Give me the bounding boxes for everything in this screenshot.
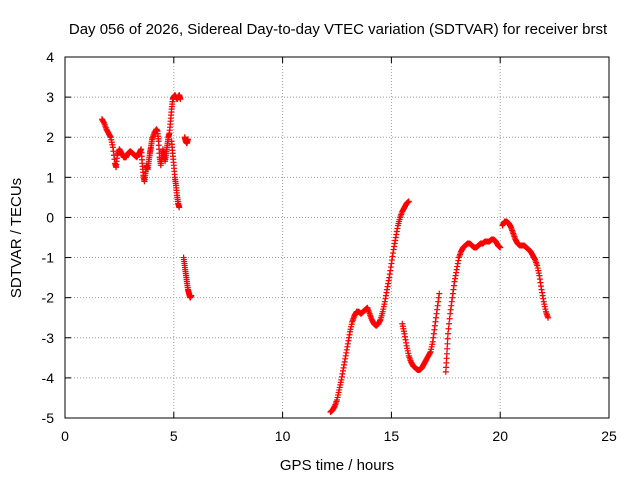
data-point (446, 315, 453, 322)
data-point (187, 293, 194, 300)
data-point (444, 345, 451, 352)
y-tick-labels: -5 -4 -3 -2 -1 0 1 2 3 4 (42, 49, 55, 426)
plot-frame (64, 56, 610, 419)
x-tick-label: 5 (170, 428, 178, 444)
data-point (542, 306, 549, 313)
data-point (405, 198, 412, 205)
data-point (429, 341, 436, 348)
data-point (453, 269, 460, 276)
data-point (390, 250, 397, 257)
y-axis-label: SDTVAR / TECUs (8, 178, 25, 298)
data-point (107, 133, 114, 140)
y-tick-label: -3 (42, 330, 55, 346)
data-point (535, 270, 542, 277)
data-point (448, 298, 455, 305)
data-point (339, 367, 346, 374)
data-point (405, 350, 412, 357)
y-tick-label: 1 (46, 169, 54, 185)
y-tick-label: 2 (46, 129, 54, 145)
data-point (400, 328, 407, 335)
y-tick-label: -1 (42, 250, 55, 266)
data-point (445, 325, 452, 332)
y-tick-label: -4 (42, 370, 55, 386)
data-point (383, 289, 390, 296)
data-point (387, 264, 394, 271)
x-tick-labels: 0 5 10 15 20 25 (61, 428, 617, 444)
data-point (538, 283, 544, 290)
grid-lines (65, 57, 609, 418)
data-point (444, 335, 451, 342)
data-point (138, 156, 145, 163)
data-point (544, 313, 551, 320)
data-point (396, 216, 403, 223)
data-point (394, 225, 401, 232)
data-point (177, 95, 184, 102)
data-point (379, 310, 386, 317)
data-point (167, 121, 174, 128)
data-point (335, 389, 342, 396)
data-point (455, 257, 462, 264)
data-point (333, 398, 340, 405)
axis-ticks (64, 56, 610, 419)
data-point (444, 330, 451, 337)
x-tick-label: 15 (384, 428, 400, 444)
data-point (427, 349, 434, 356)
y-tick-label: 3 (46, 89, 54, 105)
data-point (346, 331, 353, 338)
data-point (509, 228, 516, 235)
data-point (155, 135, 162, 142)
data-point (435, 294, 442, 301)
data-points (98, 92, 552, 415)
data-point (446, 320, 453, 327)
data-point (540, 295, 547, 302)
data-point (403, 339, 410, 346)
x-tick-label: 0 (61, 428, 69, 444)
data-point (169, 147, 176, 154)
data-point (342, 355, 349, 362)
data-point (175, 203, 182, 210)
x-tick-label: 20 (492, 428, 508, 444)
x-tick-label: 25 (601, 428, 617, 444)
data-point (109, 141, 116, 148)
data-point (443, 355, 450, 362)
data-point (348, 321, 355, 328)
data-point (433, 310, 440, 317)
data-point (385, 277, 392, 284)
data-point (450, 282, 457, 289)
data-point (376, 317, 383, 324)
x-axis-label: GPS time / hours (280, 457, 394, 474)
data-point (366, 309, 373, 316)
x-tick-label: 10 (275, 428, 291, 444)
data-point (148, 138, 155, 145)
data-point (170, 159, 177, 166)
data-point (444, 340, 451, 347)
data-point (431, 326, 438, 333)
data-point (496, 244, 503, 251)
data-point (113, 155, 120, 162)
data-point (171, 171, 178, 178)
data-point (533, 261, 540, 268)
y-tick-label: 0 (46, 209, 54, 225)
y-tick-label: 4 (46, 49, 54, 65)
data-point (344, 343, 351, 350)
data-point (337, 379, 344, 386)
y-tick-label: -2 (42, 290, 55, 306)
chart-title: Day 056 of 2026, Sidereal Day-to-day VTE… (69, 21, 608, 38)
y-tick-label: -5 (42, 410, 55, 426)
data-point (392, 237, 399, 244)
data-point (184, 137, 191, 144)
data-point (168, 109, 175, 116)
data-point (381, 301, 388, 308)
